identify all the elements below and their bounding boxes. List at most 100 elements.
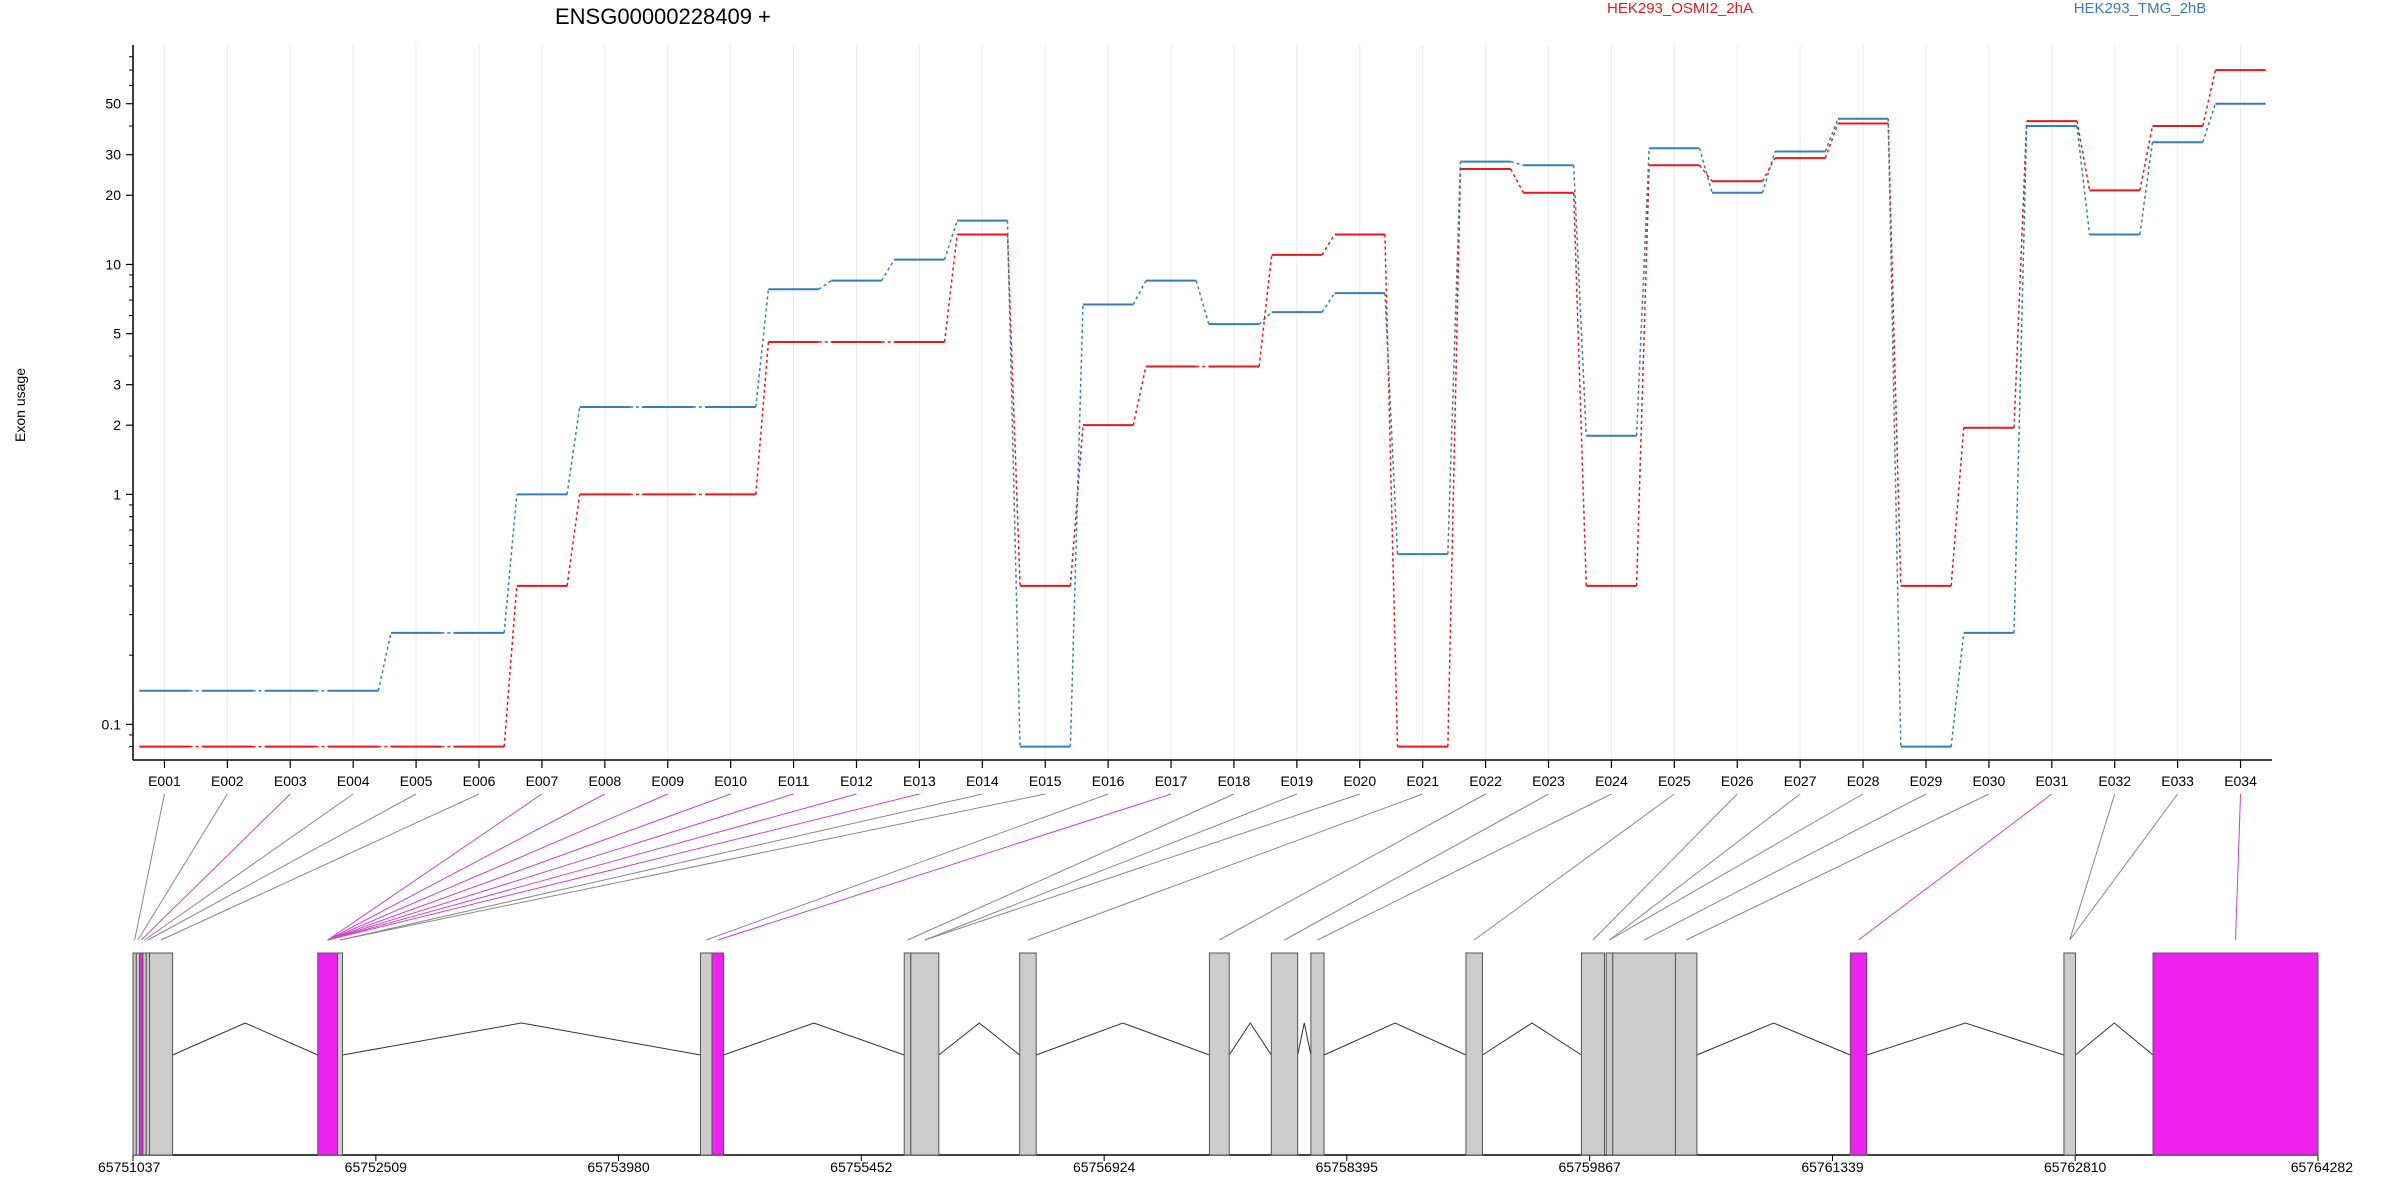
coord-tick-label: 65761339: [1801, 1159, 1864, 1175]
x-tick-label: E007: [526, 773, 559, 789]
exon-box: [1310, 952, 1325, 1156]
x-tick-label: E029: [1910, 773, 1943, 789]
exon-connector: [1858, 793, 2053, 941]
series-connector: [2202, 69, 2217, 127]
series-connector: [503, 585, 518, 747]
exon-connector: [1609, 793, 1801, 941]
series-connector: [2076, 125, 2091, 235]
gene-model: 65751037 65752509 65753980 65755452 65756924…: [98, 952, 2353, 1175]
y-axis-label: Exon usage: [12, 368, 28, 442]
series-connector: [881, 259, 895, 282]
exon-connector: [134, 793, 165, 941]
x-tick-label: E008: [588, 773, 621, 789]
series-connector: [1006, 220, 1021, 747]
x-tick-label: E024: [1595, 773, 1628, 789]
series-connector: [1510, 168, 1525, 194]
exon-box: [1674, 952, 1698, 1156]
series-connector: [1950, 632, 1965, 747]
exon-box: [148, 952, 174, 1156]
exon-box: [903, 952, 912, 1156]
exon-connector: [2235, 793, 2242, 941]
coord-tick-label: 65759867: [1559, 1159, 1622, 1175]
series-connector: [2139, 125, 2154, 191]
x-tick-label: E001: [148, 773, 181, 789]
x-tick-label: E021: [1406, 773, 1439, 789]
x-tick-label: E006: [463, 773, 496, 789]
series-connector: [943, 220, 958, 260]
x-tick-label: E020: [1343, 773, 1376, 789]
series-connector: [2013, 125, 2028, 633]
x-tick-label: E011: [778, 773, 810, 789]
series-connector: [1698, 148, 1713, 193]
series-connector: [1384, 293, 1399, 555]
legend-label-series-2: HEK293_TMG_2hB: [2074, 0, 2207, 17]
series-connector: [755, 341, 770, 495]
axes: 0.1 1 2 3 5 10 20 30 50 E001 E002 E003 E004 E005 E006 E…: [102, 45, 2272, 789]
x-tick-label: E005: [400, 773, 433, 789]
x-tick-label: E027: [1784, 773, 1817, 789]
series-connector: [1761, 151, 1776, 193]
series-connector: [1447, 161, 1462, 555]
exon-connector: [907, 793, 1235, 941]
x-tick-label: E028: [1847, 773, 1880, 789]
exon-connector: [1685, 793, 1990, 941]
exon-connector: [2069, 793, 2116, 941]
exon-box: [1208, 952, 1230, 1156]
series-connector: [755, 289, 770, 408]
x-tick-label: E010: [714, 773, 747, 789]
exon-box: [1580, 952, 1606, 1156]
series-connector: [1069, 304, 1084, 747]
x-tick-label: E012: [840, 773, 873, 789]
exon-box: [1849, 952, 1868, 1156]
exon-connector: [137, 793, 228, 941]
exon-box: [699, 952, 713, 1156]
exon-connector: [1027, 793, 1423, 941]
y-tick-label: 20: [105, 187, 121, 203]
exon-connector: [717, 793, 1172, 941]
exon-connector: [1219, 793, 1486, 941]
series-connector: [1824, 118, 1839, 152]
exon-box: [1019, 952, 1037, 1156]
series-connector: [1950, 427, 1965, 586]
x-tick-label: E032: [2098, 773, 2131, 789]
exon-connector: [327, 793, 857, 941]
x-tick-label: E023: [1532, 773, 1565, 789]
exon-connector: [1284, 793, 1549, 941]
y-tick-label: 0.1: [102, 716, 122, 732]
intron-line: [938, 1022, 1021, 1056]
series-connector: [1258, 254, 1273, 367]
exon-connector: [327, 793, 920, 941]
grid-lines: [163, 45, 2242, 760]
intron-line: [2075, 1022, 2154, 1056]
exon-box: [1465, 952, 1483, 1156]
y-tick-label: 5: [113, 326, 121, 342]
legend-label-series-1: HEK293_OSMI2_2hA: [1607, 0, 1753, 17]
y-tick-label: 30: [105, 147, 121, 163]
intron-line: [1036, 1022, 1210, 1056]
intron-line: [1482, 1022, 1582, 1056]
x-tick-label: E009: [651, 773, 684, 789]
exon-box: [2063, 952, 2076, 1156]
exon-box: [317, 952, 339, 1156]
coord-tick-label: 65751037: [98, 1159, 161, 1175]
series-connector: [566, 406, 581, 495]
intron-line: [342, 1022, 701, 1056]
x-tick-label: E030: [1973, 773, 2006, 789]
y-tick-label: 10: [105, 256, 121, 272]
y-tick-label: 1: [113, 486, 121, 502]
series-connector: [1384, 234, 1399, 747]
x-tick-label: E033: [2161, 773, 2194, 789]
y-tick-label: 2: [113, 417, 121, 433]
series-connector: [2139, 142, 2154, 235]
series-connector: [1006, 234, 1021, 586]
exon-connector: [339, 793, 1046, 941]
exon-connector: [1317, 793, 1612, 941]
series-connector: [1887, 118, 1902, 747]
series-connector: [1572, 165, 1588, 436]
exon-connector: [706, 793, 1109, 941]
exon-connector: [327, 793, 606, 941]
coord-tick-label: 65756924: [1073, 1159, 1136, 1175]
exon-connector: [1643, 793, 1927, 941]
series-connector: [943, 234, 958, 343]
x-tick-label: E015: [1029, 773, 1062, 789]
